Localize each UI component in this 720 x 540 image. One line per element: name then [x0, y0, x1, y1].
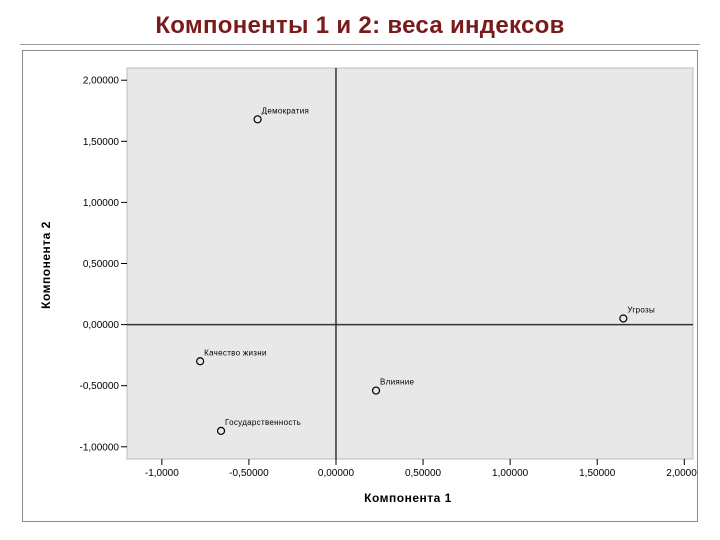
data-point-marker [196, 357, 205, 366]
title-divider [20, 44, 700, 45]
data-point-label: Качество жизни [204, 348, 267, 357]
plot-area [126, 67, 694, 460]
x-tick-label: 2,00000 [666, 468, 697, 479]
y-tick-label: 0,00000 [83, 320, 120, 331]
scatter-chart: 2,00000 1,50000 1,00000 0,50000 0,00000 -0,50… [39, 67, 697, 505]
figure-frame: 2,00000 1,50000 1,00000 0,50000 0,00000 -0,50… [22, 50, 698, 522]
y-tick-label: 2,00000 [83, 76, 120, 87]
data-point-label: Влияние [380, 378, 414, 387]
x-tick-label: -1,0000 [145, 468, 179, 479]
data-point-label: Угрозы [627, 305, 655, 314]
slide-title: Компоненты 1 и 2: веса индексов [155, 12, 565, 39]
x-tick-label: 0,00000 [318, 468, 355, 479]
data-point-label: Государственность [225, 418, 301, 427]
y-tick-label: 0,50000 [83, 259, 120, 270]
y-tick-label: -0,50000 [80, 381, 120, 392]
y-axis-title: Компонента 2 [39, 221, 53, 309]
x-tick-label: 1,00000 [492, 468, 529, 479]
x-axis-title: Компонента 1 [364, 491, 452, 505]
y-tick-label: 1,50000 [83, 137, 120, 148]
y-tick-label: 1,00000 [83, 198, 120, 209]
data-point-marker [619, 314, 628, 323]
x-tick-label: 1,50000 [579, 468, 616, 479]
data-point-marker [371, 386, 381, 395]
x-tick-label: -0,50000 [229, 468, 269, 479]
data-point-label: Демократия [262, 106, 310, 115]
data-point-marker [216, 426, 226, 435]
x-tick-label: 0,50000 [405, 468, 442, 479]
y-tick-label: -1,00000 [80, 442, 120, 453]
data-point-marker [253, 115, 262, 124]
